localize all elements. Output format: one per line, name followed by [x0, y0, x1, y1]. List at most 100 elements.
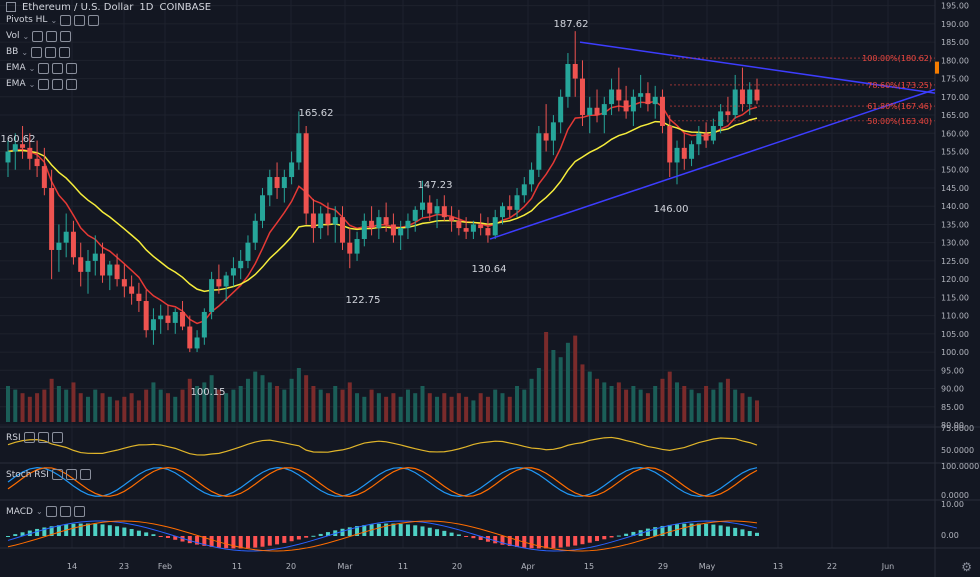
pivot-label: 130.64 — [472, 264, 507, 275]
volume-bar — [107, 396, 112, 422]
candle-body — [63, 231, 69, 243]
eye-icon[interactable] — [23, 432, 35, 443]
volume-bar — [93, 389, 98, 422]
gear-icon[interactable]: ⚙ — [961, 560, 972, 574]
candle-body — [369, 220, 375, 229]
candle-body — [638, 93, 644, 97]
close-icon[interactable] — [79, 469, 91, 480]
chevron-down-icon[interactable]: ⌄ — [28, 79, 36, 89]
macd-hist-bar — [195, 536, 200, 545]
chevron-down-icon[interactable]: ⌄ — [50, 15, 58, 25]
rsi-tick: 75.0000 — [941, 424, 974, 433]
candle-body — [718, 111, 724, 126]
volume-bar — [478, 393, 483, 422]
symbol-name[interactable]: Ethereum / U.S. Dollar — [22, 1, 134, 13]
volume-bar — [464, 396, 469, 422]
fib-label: 78.60%(173.25) — [867, 81, 932, 90]
volume-bar — [500, 393, 505, 422]
eye-icon[interactable] — [38, 62, 50, 74]
close-icon[interactable] — [51, 432, 63, 443]
candle-body — [187, 326, 193, 349]
macd-hist-bar — [282, 536, 287, 543]
rsi-tick: 50.0000 — [941, 446, 974, 455]
macd-hist-bar — [267, 536, 272, 546]
volume-bar — [536, 368, 541, 422]
candle-body — [209, 279, 215, 312]
eye-icon[interactable] — [38, 78, 50, 90]
close-icon[interactable] — [88, 14, 100, 26]
macd-hist-bar — [340, 528, 345, 536]
candle-body — [434, 206, 440, 214]
collapse-icon[interactable] — [6, 2, 16, 12]
settings-icon[interactable] — [52, 78, 64, 90]
macd-hist-bar — [49, 526, 54, 536]
macd-hist-bar — [398, 523, 403, 536]
volume-bar — [355, 393, 360, 422]
indicator-row[interactable]: Vol ⌄ — [6, 29, 72, 43]
close-icon[interactable] — [59, 46, 71, 58]
macd-hist-bar — [580, 536, 585, 545]
candle-body — [456, 220, 462, 229]
close-icon[interactable] — [66, 78, 78, 90]
volume-bar — [165, 393, 170, 422]
candle-body — [56, 242, 62, 250]
volume-bar — [6, 386, 10, 422]
candle-body — [194, 337, 200, 349]
macd-hist-bar — [755, 532, 759, 536]
indicator-row[interactable]: BB ⌄ — [6, 45, 71, 59]
x-tick: Feb — [158, 562, 172, 571]
volume-bar — [173, 396, 178, 422]
volume-bar — [391, 393, 396, 422]
candle-body — [427, 202, 433, 214]
candle-body — [274, 177, 280, 188]
macd-hist-bar — [42, 527, 47, 536]
macd-hist-bar — [304, 536, 309, 538]
macd-hist-bar — [682, 523, 687, 536]
close-icon[interactable] — [73, 506, 85, 517]
settings-icon[interactable] — [46, 30, 58, 42]
macd-hist-bar — [165, 536, 170, 538]
settings-icon[interactable] — [65, 469, 77, 480]
macd-hist-bar — [122, 527, 127, 536]
indicator-row[interactable]: EMA ⌄ — [6, 61, 78, 75]
volume-bar — [369, 389, 374, 422]
volume-bar — [245, 378, 250, 422]
macd-hist-bar — [696, 523, 701, 536]
candle-body — [310, 213, 316, 229]
macd-hist-bar — [718, 525, 723, 536]
settings-icon[interactable] — [45, 46, 57, 58]
eye-icon[interactable] — [60, 14, 72, 26]
volume-bar — [296, 368, 301, 422]
interval[interactable]: 1D — [139, 1, 154, 13]
chevron-down-icon[interactable]: ⌄ — [28, 63, 36, 73]
volume-bar — [304, 375, 309, 422]
indicator-row[interactable]: EMA ⌄ — [6, 77, 78, 91]
volume-bar — [362, 396, 367, 422]
eye-icon[interactable] — [31, 46, 43, 58]
eye-icon[interactable] — [51, 469, 63, 480]
x-tick: 11 — [232, 562, 242, 571]
settings-icon[interactable] — [74, 14, 86, 26]
settings-icon[interactable] — [52, 62, 64, 74]
volume-bar — [427, 393, 432, 422]
rsi-line — [7, 436, 758, 456]
chevron-down-icon[interactable]: ⌄ — [21, 47, 29, 57]
candle-body — [478, 224, 484, 229]
close-icon[interactable] — [66, 62, 78, 74]
macd-hist-bar — [318, 533, 323, 536]
candle-body — [529, 169, 535, 185]
indicator-row[interactable]: Pivots HL ⌄ — [6, 13, 100, 27]
macd-hist-bar — [725, 526, 730, 536]
price-tick: 175.00 — [941, 75, 969, 84]
settings-icon[interactable] — [37, 432, 49, 443]
candle-body — [747, 89, 753, 105]
close-icon[interactable] — [60, 30, 72, 42]
eye-icon[interactable] — [32, 30, 44, 42]
macd-legend: MACD ⌄ — [6, 506, 85, 517]
volume-bar — [136, 400, 141, 422]
settings-icon[interactable] — [59, 506, 71, 517]
x-tick: Apr — [521, 562, 536, 571]
eye-icon[interactable] — [45, 506, 57, 517]
chevron-down-icon[interactable]: ⌄ — [22, 31, 30, 41]
